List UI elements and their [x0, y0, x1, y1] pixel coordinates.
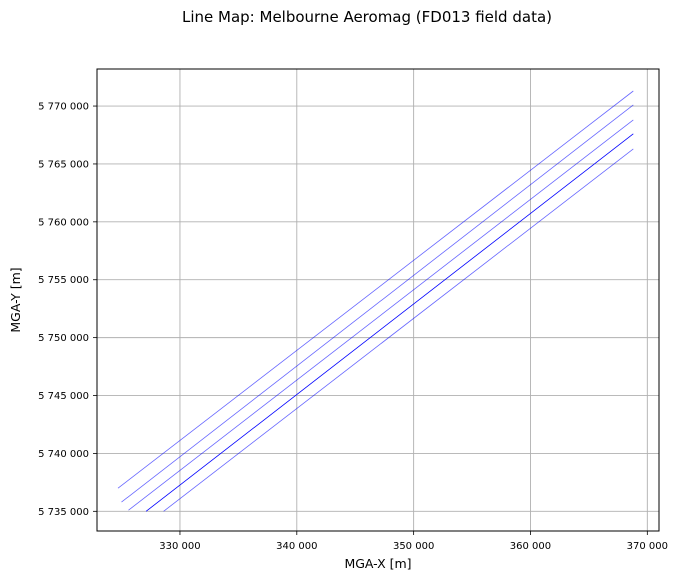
x-tick-label: 340 000	[276, 541, 317, 552]
x-tick-label: 370 000	[627, 541, 668, 552]
flight-line-3	[128, 119, 634, 511]
y-tick-label: 5 770 000	[38, 102, 89, 113]
x-tick-label: 350 000	[393, 541, 434, 552]
y-tick-label: 5 750 000	[38, 333, 89, 344]
y-axis-label: MGA-Y [m]	[8, 267, 23, 332]
x-tick-label: 360 000	[510, 541, 551, 552]
flight-line-2	[121, 104, 634, 503]
x-tick-label: 330 000	[159, 541, 200, 552]
x-axis-label: MGA-X [m]	[344, 556, 411, 571]
plot-frame	[96, 68, 660, 532]
axis-ticks: 330 000 340 000 350 000 360 000 370 000 5 735…	[38, 102, 668, 552]
flight-line-1	[117, 90, 634, 489]
y-tick-label: 5 755 000	[38, 275, 89, 286]
y-tick-label: 5 740 000	[38, 449, 89, 460]
y-tick-label: 5 745 000	[38, 391, 89, 402]
flight-lines	[117, 90, 634, 512]
chart-title: Line Map: Melbourne Aeromag (FD013 field…	[182, 8, 552, 26]
y-tick-label: 5 765 000	[38, 159, 89, 170]
flight-line-4	[145, 133, 634, 512]
grid-layer	[97, 69, 659, 531]
flight-line-5	[163, 148, 634, 512]
y-tick-label: 5 735 000	[38, 507, 89, 518]
y-tick-label: 5 760 000	[38, 217, 89, 228]
